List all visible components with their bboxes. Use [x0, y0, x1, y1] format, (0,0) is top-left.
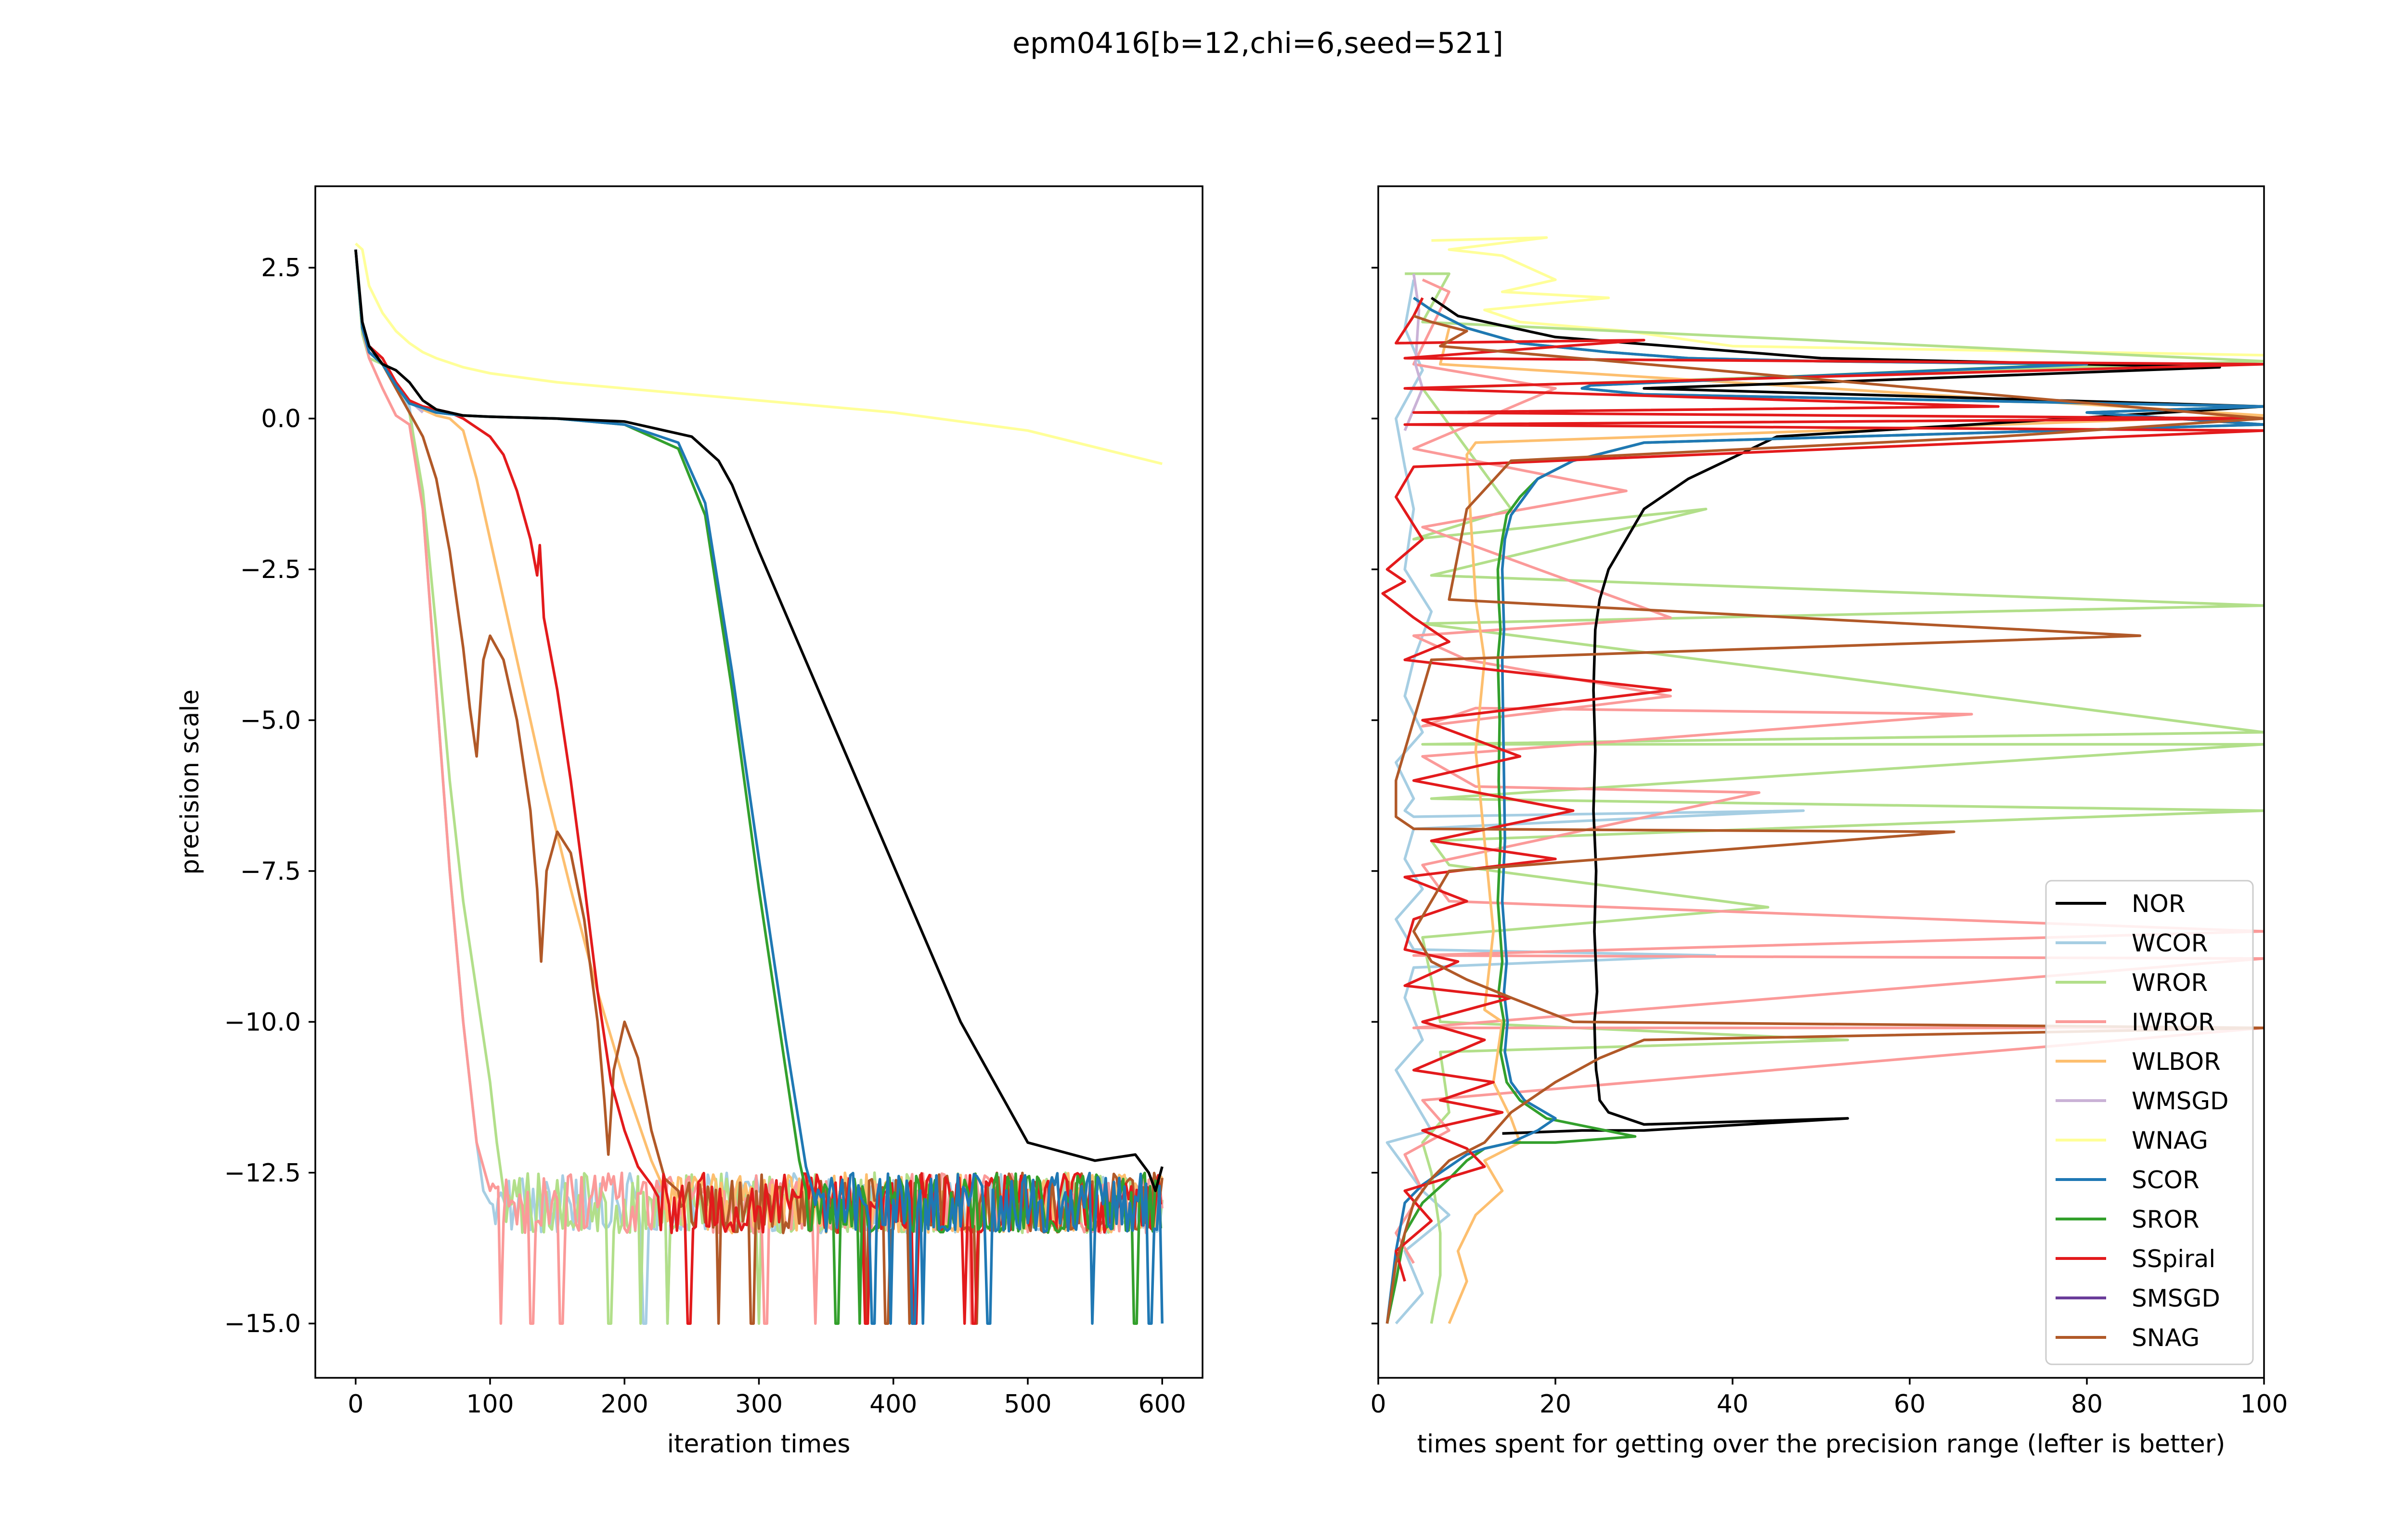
left-y-axis-label: precision scale [176, 689, 205, 874]
right-x-axis-label: times spent for getting over the precisi… [1417, 1430, 2226, 1459]
right-axes: 0 20 40 60 80 100 times spent for getting ove… [1370, 185, 2288, 1459]
legend: NOR WCOR WROR IWROR WLBOR WMSGD WNAG SCOR SROR SS… [2045, 880, 2254, 1365]
right-x-tick-label: 0 [1370, 1390, 1386, 1419]
left-y-tick-label: −10.0 [224, 1008, 301, 1037]
left-series-wror [354, 249, 1164, 1325]
legend-box [2045, 880, 2254, 1365]
legend-label-sror: SROR [2132, 1206, 2200, 1233]
left-x-ticks: 0 100 200 300 400 500 600 [348, 1378, 1186, 1419]
left-x-tick-label: 600 [1139, 1390, 1186, 1419]
left-series-wnag [354, 243, 1163, 465]
left-x-tick-label: 300 [735, 1390, 783, 1419]
legend-label-wmsgd: WMSGD [2132, 1087, 2229, 1115]
right-x-tick-label: 100 [2240, 1390, 2288, 1419]
right-series-wlbor [1439, 327, 2264, 1324]
right-series-sspiral [1381, 297, 2264, 1282]
left-y-tick-label: 0.0 [261, 405, 301, 434]
legend-label-smsgd: SMSGD [2132, 1284, 2220, 1312]
left-y-tick-label: −7.5 [240, 857, 301, 886]
right-series-wmsgd [1403, 273, 1424, 431]
right-series-wror [1405, 272, 2264, 1324]
legend-label-wcor: WCOR [2132, 929, 2208, 957]
right-series-lines [1381, 236, 2264, 1325]
legend-label-scor: SCOR [2132, 1166, 2200, 1194]
right-plot-frame [1377, 185, 2265, 1379]
legend-label-snag: SNAG [2132, 1324, 2200, 1352]
left-y-ticks: 2.5 0.0 −2.5 −5.0 −7.5 −10.0 −12.5 −15.0 [224, 254, 315, 1338]
left-y-tick-label: −2.5 [240, 555, 301, 584]
legend-label-wror: WROR [2132, 969, 2208, 997]
left-x-tick-label: 400 [869, 1390, 917, 1419]
legend-label-nor: NOR [2132, 890, 2186, 918]
right-series-snag [1385, 314, 2264, 1324]
left-series-sspiral [354, 249, 1163, 1325]
left-series-scor [354, 249, 1164, 1325]
left-x-tick-label: 200 [601, 1390, 648, 1419]
right-x-tick-label: 20 [1540, 1390, 1571, 1419]
right-x-tick-label: 80 [2071, 1390, 2103, 1419]
left-y-tick-label: −12.5 [224, 1159, 301, 1188]
left-y-tick-label: −5.0 [240, 706, 301, 735]
left-x-tick-label: 500 [1004, 1390, 1051, 1419]
legend-label-wnag: WNAG [2132, 1127, 2208, 1155]
left-y-tick-label: −15.0 [224, 1309, 301, 1338]
right-y-ticks [1372, 267, 1378, 1324]
right-series-scor [1385, 296, 2264, 1324]
left-x-axis-label: iteration times [667, 1430, 851, 1459]
right-x-ticks: 0 20 40 60 80 100 [1370, 1378, 2288, 1419]
left-y-tick-label: 2.5 [261, 254, 301, 282]
right-x-tick-label: 40 [1717, 1390, 1748, 1419]
left-x-tick-label: 0 [348, 1390, 363, 1419]
figure-title: epm0416[b=12,chi=6,seed=521] [1012, 26, 1503, 60]
right-series-wnag [1431, 236, 2264, 357]
legend-label-wlbor: WLBOR [2132, 1048, 2221, 1076]
left-series-lines [354, 243, 1164, 1325]
legend-label-iwror: IWROR [2132, 1008, 2215, 1036]
left-x-tick-label: 100 [466, 1390, 514, 1419]
legend-label-sspiral: SSpiral [2132, 1245, 2215, 1273]
right-series-nor [1430, 296, 2264, 1135]
right-x-tick-label: 60 [1894, 1390, 1926, 1419]
left-series-nor [354, 249, 1164, 1193]
right-series-wcor [1385, 279, 1805, 1325]
legend-items: NOR WCOR WROR IWROR WLBOR WMSGD WNAG SCOR SROR SS… [2056, 890, 2229, 1352]
left-axes: 0 100 200 300 400 500 600 2.5 0.0 −2.5 −5.0 −7.5 −1… [176, 185, 1204, 1459]
